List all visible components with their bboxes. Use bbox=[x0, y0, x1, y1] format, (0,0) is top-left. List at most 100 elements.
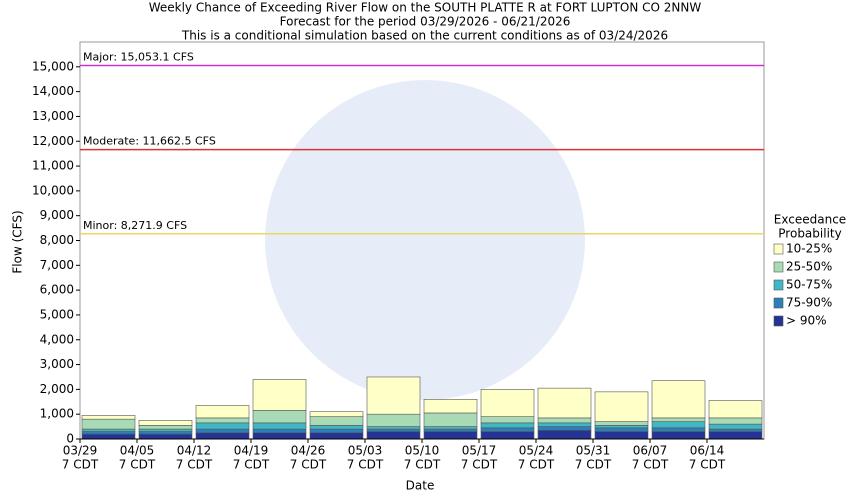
threshold-label: Minor: 8,271.9 CFS bbox=[83, 219, 187, 232]
y-tick-label: 6,000 bbox=[40, 283, 74, 297]
bar-segment bbox=[195, 432, 250, 440]
bar-segment bbox=[252, 410, 307, 424]
y-tick-label: 9,000 bbox=[40, 208, 74, 222]
y-tick-label: 15,000 bbox=[32, 59, 74, 73]
bar-segment bbox=[423, 431, 478, 440]
x-tick-label: 05/03 bbox=[348, 444, 383, 458]
bar-segment bbox=[651, 417, 706, 422]
bar-segment bbox=[537, 422, 592, 427]
bar-segment bbox=[366, 413, 421, 427]
bar-segment bbox=[81, 415, 136, 420]
y-axis-label: Flow (CFS) bbox=[11, 210, 25, 273]
bar-segment bbox=[366, 426, 421, 430]
chart-title: Weekly Chance of Exceeding River Flow on… bbox=[149, 1, 702, 15]
bar-segment bbox=[594, 421, 649, 426]
bar-segment bbox=[81, 428, 136, 432]
bar-segment bbox=[537, 417, 592, 424]
bar-segment bbox=[480, 431, 535, 440]
bar-segment bbox=[480, 389, 535, 417]
legend-label: 10-25% bbox=[786, 242, 832, 256]
legend-title: Probability bbox=[778, 227, 841, 241]
bar-segment bbox=[195, 405, 250, 419]
y-tick-label: 12,000 bbox=[32, 134, 74, 148]
bar-segment bbox=[423, 428, 478, 432]
bar-segment bbox=[708, 428, 763, 432]
x-tick-label: 05/31 bbox=[576, 444, 611, 458]
bar-segment bbox=[309, 428, 364, 434]
y-tick-label: 0 bbox=[66, 432, 74, 446]
x-tick-sublabel: 7 CDT bbox=[347, 458, 384, 472]
x-tick-sublabel: 7 CDT bbox=[176, 458, 213, 472]
y-tick-label: 10,000 bbox=[32, 183, 74, 197]
y-tick-label: 3,000 bbox=[40, 357, 74, 371]
bar-segment bbox=[708, 417, 763, 425]
bar-segment bbox=[651, 421, 706, 429]
legend-label: 25-50% bbox=[786, 260, 832, 274]
x-tick-sublabel: 7 CDT bbox=[233, 458, 270, 472]
chart-subtitle: Forecast for the period 03/29/2026 - 06/… bbox=[280, 15, 571, 29]
bar-segment bbox=[594, 427, 649, 432]
x-tick-sublabel: 7 CDT bbox=[119, 458, 156, 472]
bar-segment bbox=[309, 416, 364, 426]
legend-swatch bbox=[773, 279, 784, 291]
bar-segment bbox=[309, 425, 364, 430]
legend-swatch bbox=[773, 261, 784, 273]
bar-segment bbox=[138, 420, 193, 426]
bar-segment bbox=[480, 427, 535, 432]
bar-segment bbox=[138, 433, 193, 440]
bar-segment bbox=[651, 427, 706, 432]
x-tick-label: 06/14 bbox=[690, 444, 725, 458]
bar-segment bbox=[708, 400, 763, 419]
y-tick-label: 14,000 bbox=[32, 84, 74, 98]
bar-segment bbox=[423, 426, 478, 430]
bar-segment bbox=[366, 431, 421, 440]
bar-segment bbox=[81, 418, 136, 430]
bar-segment bbox=[309, 432, 364, 440]
bar-segment bbox=[651, 431, 706, 440]
x-tick-sublabel: 7 CDT bbox=[290, 458, 327, 472]
legend-title: Exceedance bbox=[774, 213, 846, 227]
bar-segment bbox=[423, 412, 478, 427]
x-tick-label: 06/07 bbox=[633, 444, 668, 458]
watermark bbox=[265, 80, 585, 400]
y-tick-label: 7,000 bbox=[40, 258, 74, 272]
watermark-circle bbox=[265, 80, 585, 400]
bar-segment bbox=[252, 428, 307, 434]
y-tick-label: 13,000 bbox=[32, 109, 74, 123]
legend-swatch bbox=[773, 297, 784, 309]
bar-segment bbox=[252, 422, 307, 430]
bar-segment bbox=[252, 379, 307, 411]
bar-segment bbox=[594, 431, 649, 440]
x-tick-sublabel: 7 CDT bbox=[461, 458, 498, 472]
y-tick-label: 4,000 bbox=[40, 332, 74, 346]
bar-segment bbox=[537, 387, 592, 419]
threshold-label: Major: 15,053.1 CFS bbox=[83, 50, 194, 63]
bar-segment bbox=[480, 416, 535, 424]
x-tick-label: 03/29 bbox=[63, 444, 98, 458]
bar-segment bbox=[81, 433, 136, 440]
x-tick-sublabel: 7 CDT bbox=[632, 458, 669, 472]
x-axis-label: Date bbox=[406, 479, 435, 493]
bar-segment bbox=[138, 431, 193, 435]
y-tick-label: 5,000 bbox=[40, 307, 74, 321]
x-tick-sublabel: 7 CDT bbox=[518, 458, 555, 472]
threshold-label: Moderate: 11,662.5 CFS bbox=[83, 135, 216, 148]
y-tick-label: 2,000 bbox=[40, 382, 74, 396]
x-tick-sublabel: 7 CDT bbox=[575, 458, 612, 472]
x-tick-label: 04/19 bbox=[234, 444, 269, 458]
y-tick-label: 11,000 bbox=[32, 159, 74, 173]
bar-segment bbox=[366, 376, 421, 415]
y-tick-label: 8,000 bbox=[40, 233, 74, 247]
bar-segment bbox=[81, 431, 136, 435]
bar-segment bbox=[651, 380, 706, 419]
bar-segment bbox=[195, 422, 250, 430]
bar-segment bbox=[138, 428, 193, 432]
bar-segment bbox=[195, 417, 250, 424]
legend-label: 75-90% bbox=[786, 296, 832, 310]
x-tick-label: 04/26 bbox=[291, 444, 326, 458]
bar-segment bbox=[594, 391, 649, 422]
bar-segment bbox=[480, 422, 535, 429]
bar-segment bbox=[708, 431, 763, 440]
bar-segment bbox=[537, 430, 592, 440]
